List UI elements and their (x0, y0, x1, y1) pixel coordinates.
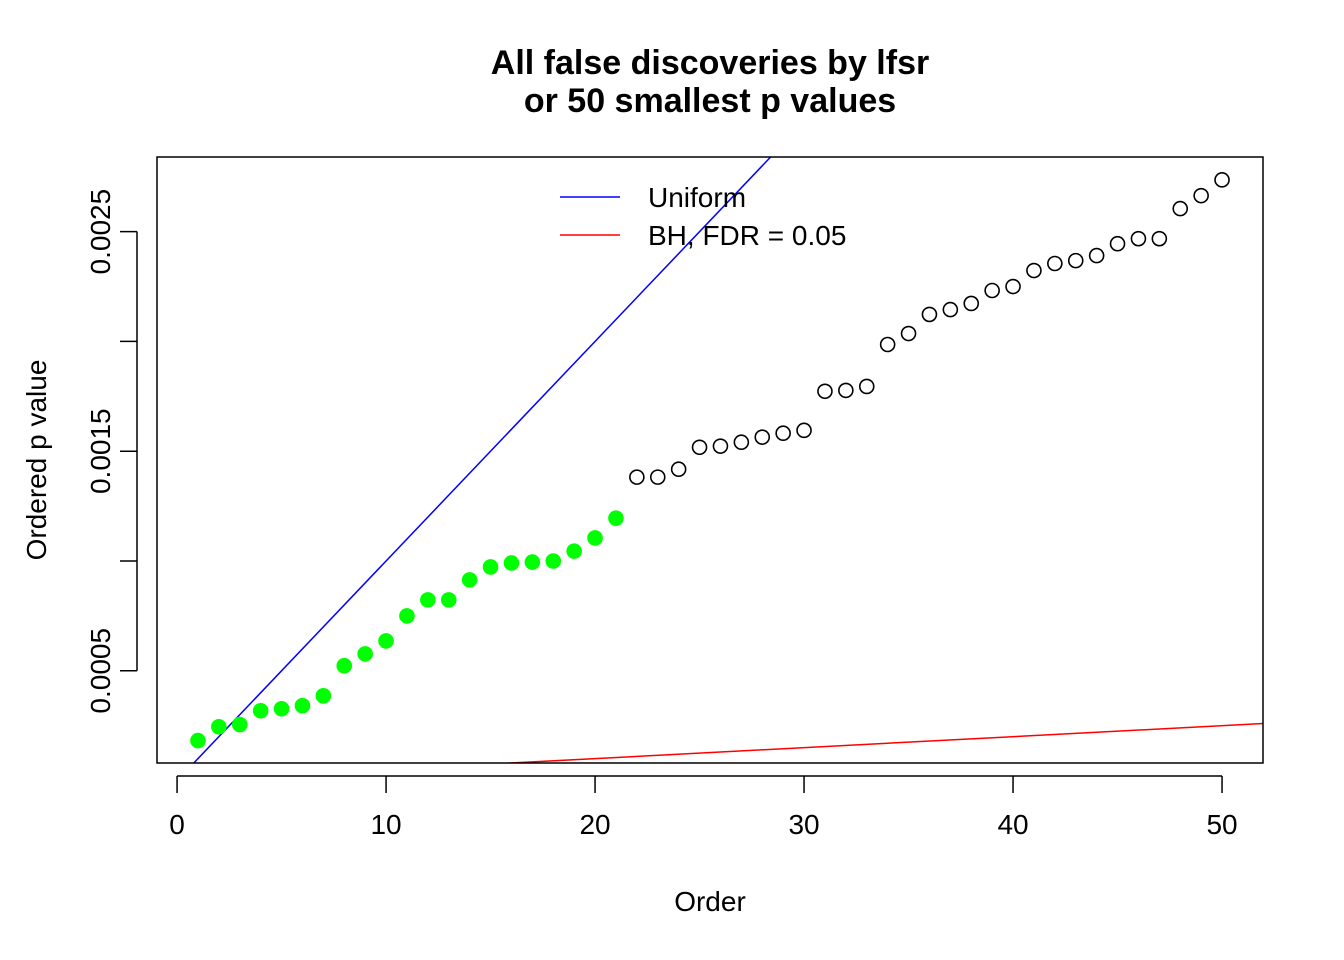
legend: Uniform BH, FDR = 0.05 (560, 182, 846, 251)
data-point (796, 422, 812, 439)
false-discovery-point (273, 700, 290, 717)
data-point (1193, 187, 1209, 204)
plot-frame (156, 156, 1264, 764)
data-point (629, 469, 645, 485)
data-point (858, 378, 875, 395)
data-point (1130, 230, 1147, 247)
data-point (1067, 252, 1084, 269)
data-point (942, 301, 959, 318)
false-discovery-point (252, 702, 269, 719)
y-tick-label: 0.0015 (85, 408, 116, 494)
data-point (963, 295, 980, 312)
false-discovery-point (461, 572, 478, 588)
data-point (921, 306, 938, 323)
false-discovery-point (482, 559, 499, 575)
false-discovery-point (231, 716, 248, 733)
false-discovery-point (587, 530, 603, 546)
false-discovery-point (503, 555, 520, 571)
legend-label-uniform: Uniform (648, 182, 746, 213)
data-point (1172, 200, 1189, 217)
series-line-bh (497, 722, 1263, 763)
y-tick-label: 0.0025 (85, 189, 116, 275)
data-point (754, 429, 771, 445)
false-discovery-point (566, 543, 582, 559)
y-tick-label: 0.0005 (85, 628, 116, 714)
data-point (1151, 230, 1168, 247)
series-line-uniform (192, 157, 772, 763)
false-discovery-point (211, 718, 227, 735)
data-point (712, 438, 729, 454)
false-discovery-point (545, 553, 562, 569)
false-discovery-point (608, 510, 624, 526)
data-point (838, 382, 854, 399)
data-point (1214, 172, 1230, 188)
chart-title-line-2: or 50 smallest p values (524, 82, 896, 120)
data-point (649, 469, 666, 485)
false-discovery-point (190, 732, 206, 749)
data-point (900, 325, 917, 342)
x-tick-label: 0 (169, 809, 185, 840)
false-discovery-point (399, 608, 415, 624)
x-tick-label: 40 (997, 809, 1028, 840)
x-axis-label: Order (674, 886, 746, 917)
data-point (691, 439, 708, 456)
false-discovery-point (378, 633, 394, 649)
x-tick-label: 30 (788, 809, 819, 840)
y-axis-label: Ordered p value (21, 360, 52, 561)
false-discovery-point (420, 592, 436, 608)
data-point (670, 461, 687, 478)
false-discovery-point (294, 697, 311, 714)
data-point (817, 383, 833, 400)
chart-title-line-1: All false discoveries by lfsr (491, 44, 929, 82)
data-point (1109, 235, 1126, 252)
false-discovery-point (315, 688, 332, 704)
x-tick-label: 20 (579, 809, 610, 840)
data-point (775, 425, 791, 442)
false-discovery-point (357, 646, 373, 662)
legend-label-bh: BH, FDR = 0.05 (648, 220, 846, 251)
data-point (1005, 278, 1021, 295)
false-discovery-point (336, 657, 353, 674)
false-discovery-point (440, 592, 457, 608)
x-tick-label: 10 (370, 809, 401, 840)
data-point (1026, 262, 1042, 279)
data-point (1088, 247, 1105, 264)
data-point (984, 282, 1000, 299)
data-point (733, 434, 750, 451)
data-point (1047, 255, 1063, 272)
data-point (879, 336, 896, 353)
false-discovery-point (524, 554, 541, 570)
x-tick-label: 50 (1206, 809, 1237, 840)
